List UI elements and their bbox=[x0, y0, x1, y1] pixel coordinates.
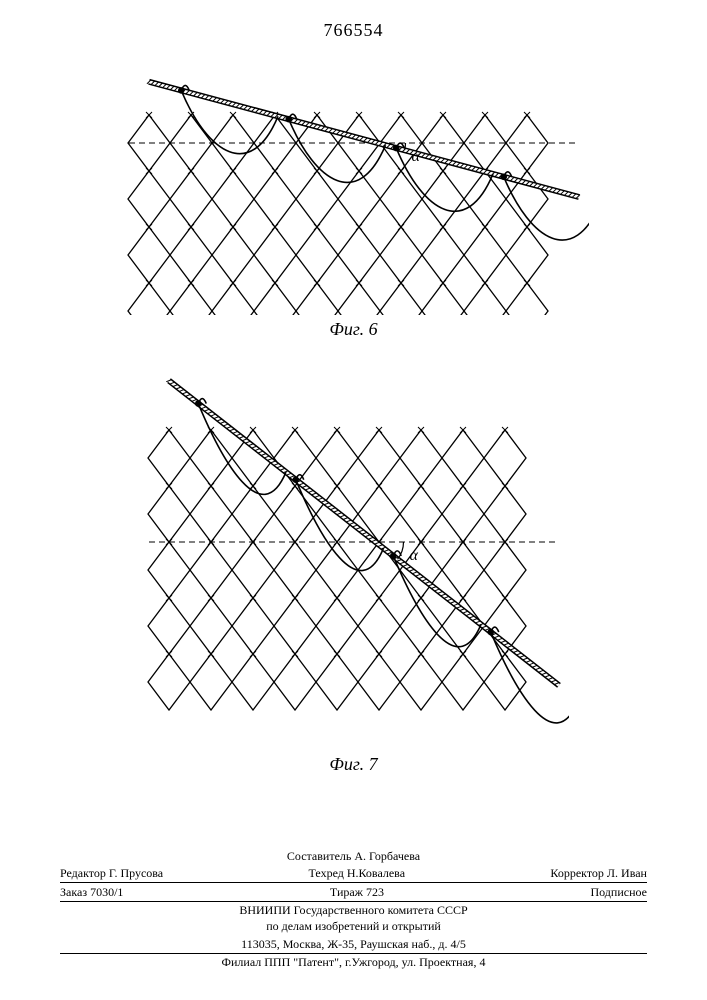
figure-7: α Фиг. 7 bbox=[139, 370, 569, 775]
compiler-line: Составитель А. Горбачева bbox=[60, 848, 647, 864]
org-line1: ВНИИПИ Государственного комитета СССР bbox=[60, 902, 647, 918]
address-line: 113035, Москва, Ж-35, Раушская наб., д. … bbox=[60, 935, 647, 954]
fig6-label: Фиг. 6 bbox=[119, 319, 589, 340]
branch-line: Филиал ППП "Патент", г.Ужгород, ул. Прое… bbox=[60, 954, 647, 970]
order-row: Заказ 7030/1 Тираж 723 Подписное bbox=[60, 883, 647, 902]
page: 766554 α Фиг. 6 α Фиг. 7 Составитель А. … bbox=[0, 0, 707, 1000]
patent-number: 766554 bbox=[324, 20, 384, 41]
org-line2: по делам изобретений и открытий bbox=[60, 918, 647, 934]
svg-text:α: α bbox=[409, 547, 418, 564]
fig7-label: Фиг. 7 bbox=[139, 754, 569, 775]
footer: Составитель А. Горбачева Редактор Г. Пру… bbox=[60, 848, 647, 970]
editor-row: Редактор Г. Прусова Техред Н.Ковалева Ко… bbox=[60, 864, 647, 883]
fig6-svg: α bbox=[119, 55, 589, 315]
fig7-svg: α bbox=[139, 370, 569, 750]
svg-text:α: α bbox=[411, 148, 420, 165]
figure-6: α Фиг. 6 bbox=[119, 55, 589, 340]
